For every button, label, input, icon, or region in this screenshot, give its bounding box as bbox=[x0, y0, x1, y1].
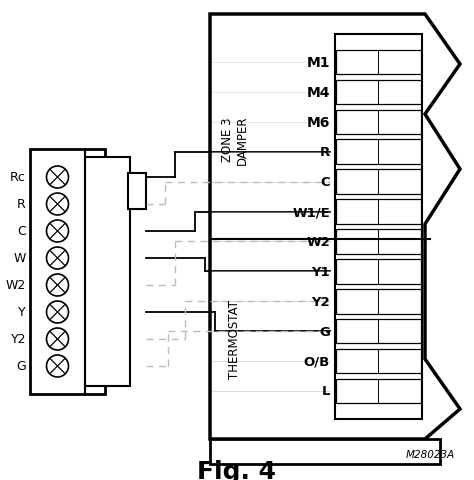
Bar bbox=[128, 173, 146, 209]
Bar bbox=[335, 35, 422, 419]
Text: G: G bbox=[16, 360, 26, 373]
Text: Y: Y bbox=[18, 306, 26, 319]
Text: ZONE 3
DAMPER: ZONE 3 DAMPER bbox=[221, 115, 249, 165]
Bar bbox=[30, 150, 105, 394]
Bar bbox=[336, 170, 421, 194]
Text: R: R bbox=[320, 146, 330, 159]
Text: R: R bbox=[17, 198, 26, 211]
Bar bbox=[336, 200, 421, 224]
Bar bbox=[336, 140, 421, 165]
Text: W: W bbox=[14, 252, 26, 265]
Bar bbox=[336, 289, 421, 314]
Bar bbox=[336, 379, 421, 403]
Text: W2: W2 bbox=[306, 236, 330, 249]
Text: C: C bbox=[320, 176, 330, 189]
Text: M28023A: M28023A bbox=[406, 449, 455, 459]
Bar bbox=[336, 349, 421, 373]
Text: Y1: Y1 bbox=[311, 265, 330, 278]
Polygon shape bbox=[210, 15, 460, 439]
Bar bbox=[336, 319, 421, 344]
Text: Fig. 4: Fig. 4 bbox=[198, 459, 276, 480]
Text: M1: M1 bbox=[307, 56, 330, 70]
Text: Y2: Y2 bbox=[10, 333, 26, 346]
Text: Rc: Rc bbox=[10, 171, 26, 184]
Bar bbox=[336, 50, 421, 75]
Bar bbox=[85, 157, 130, 386]
Text: M6: M6 bbox=[307, 116, 330, 130]
Bar bbox=[336, 110, 421, 135]
Text: G: G bbox=[319, 325, 330, 338]
Text: C: C bbox=[17, 225, 26, 238]
Text: W1/E: W1/E bbox=[292, 205, 330, 218]
Text: M4: M4 bbox=[307, 86, 330, 100]
Text: W2: W2 bbox=[6, 279, 26, 292]
Bar bbox=[210, 439, 440, 464]
Text: O/B: O/B bbox=[304, 355, 330, 368]
Bar bbox=[336, 260, 421, 284]
Bar bbox=[336, 230, 421, 254]
Bar bbox=[336, 81, 421, 105]
Text: THERMOSTAT: THERMOSTAT bbox=[228, 300, 241, 379]
Text: L: L bbox=[321, 384, 330, 397]
Text: Y2: Y2 bbox=[311, 295, 330, 308]
